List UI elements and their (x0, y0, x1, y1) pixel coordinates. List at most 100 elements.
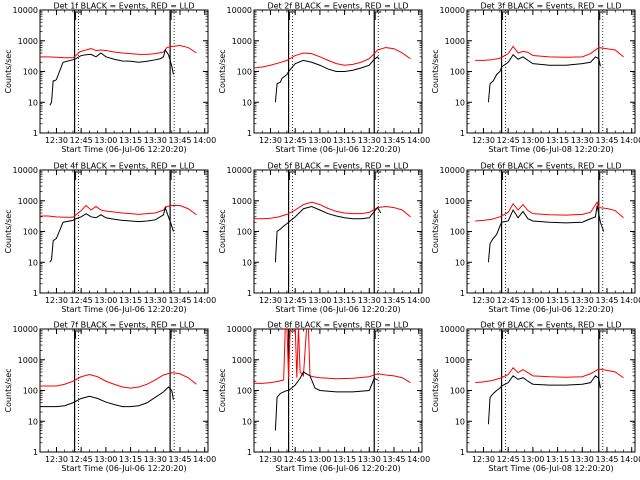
x-tick-label: 12:30 (472, 136, 495, 145)
x-tick-label: 13:15 (333, 136, 356, 145)
y-tick-label: 10 (242, 417, 252, 426)
x-tick-label: 12:30 (45, 296, 68, 305)
plot-frame (466, 169, 636, 294)
time-marker-flag (599, 330, 606, 339)
x-tick-label: 13:30 (358, 296, 381, 305)
time-marker-flag (170, 171, 178, 180)
x-axis-label: Start Time (06-Jul-06 12:20:20) (275, 464, 400, 473)
x-axis-label: Start Time (06-Jul-06 12:20:20) (275, 145, 400, 154)
y-tick-label: 100 (450, 228, 465, 237)
y-tick-label: 10000 (440, 325, 465, 334)
plot-frame (466, 9, 636, 134)
time-marker-flag (502, 330, 509, 339)
chart-panel: Det 5f BLACK = Events, RED = LLD 1 10 100 10… (218, 162, 430, 315)
x-tick-label: 12:45 (497, 296, 520, 305)
series-group (475, 366, 624, 425)
chart-panel: Det 2f BLACK = Events, RED = LLD 1 10 100 10… (218, 2, 430, 155)
x-tick-label: 12:30 (259, 296, 282, 305)
series-group (254, 329, 411, 431)
time-marker-flag (289, 171, 296, 180)
lld-series-line (40, 372, 197, 389)
series-group (475, 45, 624, 103)
y-tick-label: 10000 (13, 166, 38, 175)
time-marker-flag (170, 11, 178, 20)
panel-title: Det 6f BLACK = Events, RED = LLD (480, 162, 621, 171)
y-tick-label: 100 (23, 68, 38, 77)
series-group (254, 47, 411, 103)
x-tick-label: 13:15 (333, 455, 356, 464)
x-tick-label: 13:00 (94, 455, 117, 464)
y-axis-label: Counts/sec (431, 368, 440, 412)
chart-panel: Det 1f BLACK = Events, RED = LLD 1 10 100 10… (4, 2, 216, 155)
x-axis-label: Start Time (06-Jul-06 12:20:20) (61, 464, 186, 473)
x-tick-label: 13:30 (144, 296, 167, 305)
x-tick-label: 13:30 (144, 455, 167, 464)
x-tick-label: 13:15 (333, 296, 356, 305)
time-marker-flag (75, 171, 82, 180)
x-tick-label: 14:00 (620, 455, 640, 464)
y-tick-label: 1000 (18, 197, 38, 206)
x-axis-label: Start Time (06-Jul-06 12:20:20) (488, 305, 613, 314)
x-tick-label: 13:15 (546, 296, 569, 305)
series-group (475, 200, 624, 263)
y-axis-label: Counts/sec (218, 49, 227, 93)
x-tick-label: 12:45 (284, 455, 307, 464)
x-tick-label: 12:30 (472, 296, 495, 305)
time-marker-flag (502, 171, 509, 180)
y-tick-label: 1 (33, 289, 38, 298)
events-series-line (487, 54, 601, 103)
x-tick-label: 13:45 (168, 296, 191, 305)
plot-frame (39, 328, 209, 453)
plot-frame (253, 328, 423, 453)
y-axis-label: Counts/sec (4, 49, 13, 93)
x-tick-label: 13:45 (595, 455, 618, 464)
time-marker-flag (374, 171, 382, 180)
x-tick-label: 13:00 (94, 296, 117, 305)
x-tick-label: 12:45 (284, 136, 307, 145)
y-axis-label: Counts/sec (218, 368, 227, 412)
time-marker-flag (374, 11, 382, 20)
panel-title: Det 5f BLACK = Events, RED = LLD (267, 162, 408, 171)
y-tick-label: 100 (450, 68, 465, 77)
y-tick-label: 100 (237, 228, 252, 237)
lld-series-line (475, 366, 624, 384)
y-tick-label: 100 (23, 228, 38, 237)
y-tick-label: 10000 (227, 166, 252, 175)
panel-title: Det 3f BLACK = Events, RED = LLD (480, 2, 621, 11)
events-series-line (274, 371, 378, 431)
chart-panel: Det 8f BLACK = Events, RED = LLD 1 10 100 10… (218, 321, 430, 474)
lld-series-line (254, 47, 411, 69)
x-tick-label: 12:45 (497, 455, 520, 464)
y-tick-label: 10 (242, 258, 252, 267)
events-series-line (274, 205, 382, 263)
y-axis-label: Counts/sec (218, 209, 227, 253)
x-tick-label: 13:45 (382, 136, 405, 145)
y-tick-label: 1000 (18, 37, 38, 46)
y-axis-label: Counts/sec (431, 49, 440, 93)
plot-frame (253, 169, 423, 294)
events-series-line (49, 205, 174, 263)
time-marker-flag (502, 11, 509, 20)
time-marker-flag (374, 330, 382, 339)
y-tick-label: 1 (460, 289, 465, 298)
y-tick-label: 10000 (13, 6, 38, 15)
lld-series-line (254, 329, 411, 384)
y-tick-label: 1000 (232, 356, 252, 365)
x-tick-label: 13:45 (595, 136, 618, 145)
y-tick-label: 10000 (227, 6, 252, 15)
series-group (254, 201, 411, 263)
time-marker-flag (599, 171, 606, 180)
x-tick-label: 13:45 (382, 296, 405, 305)
x-tick-label: 13:30 (571, 136, 594, 145)
events-series-line (487, 205, 605, 263)
y-tick-label: 1 (247, 129, 252, 138)
time-marker-flag (170, 330, 178, 339)
y-tick-label: 10 (28, 417, 38, 426)
x-tick-label: 12:45 (70, 136, 93, 145)
lld-series-line (475, 45, 624, 61)
time-marker-flag (599, 11, 606, 20)
x-tick-label: 13:15 (119, 455, 142, 464)
x-tick-label: 14:00 (193, 296, 216, 305)
y-tick-label: 10 (455, 258, 465, 267)
